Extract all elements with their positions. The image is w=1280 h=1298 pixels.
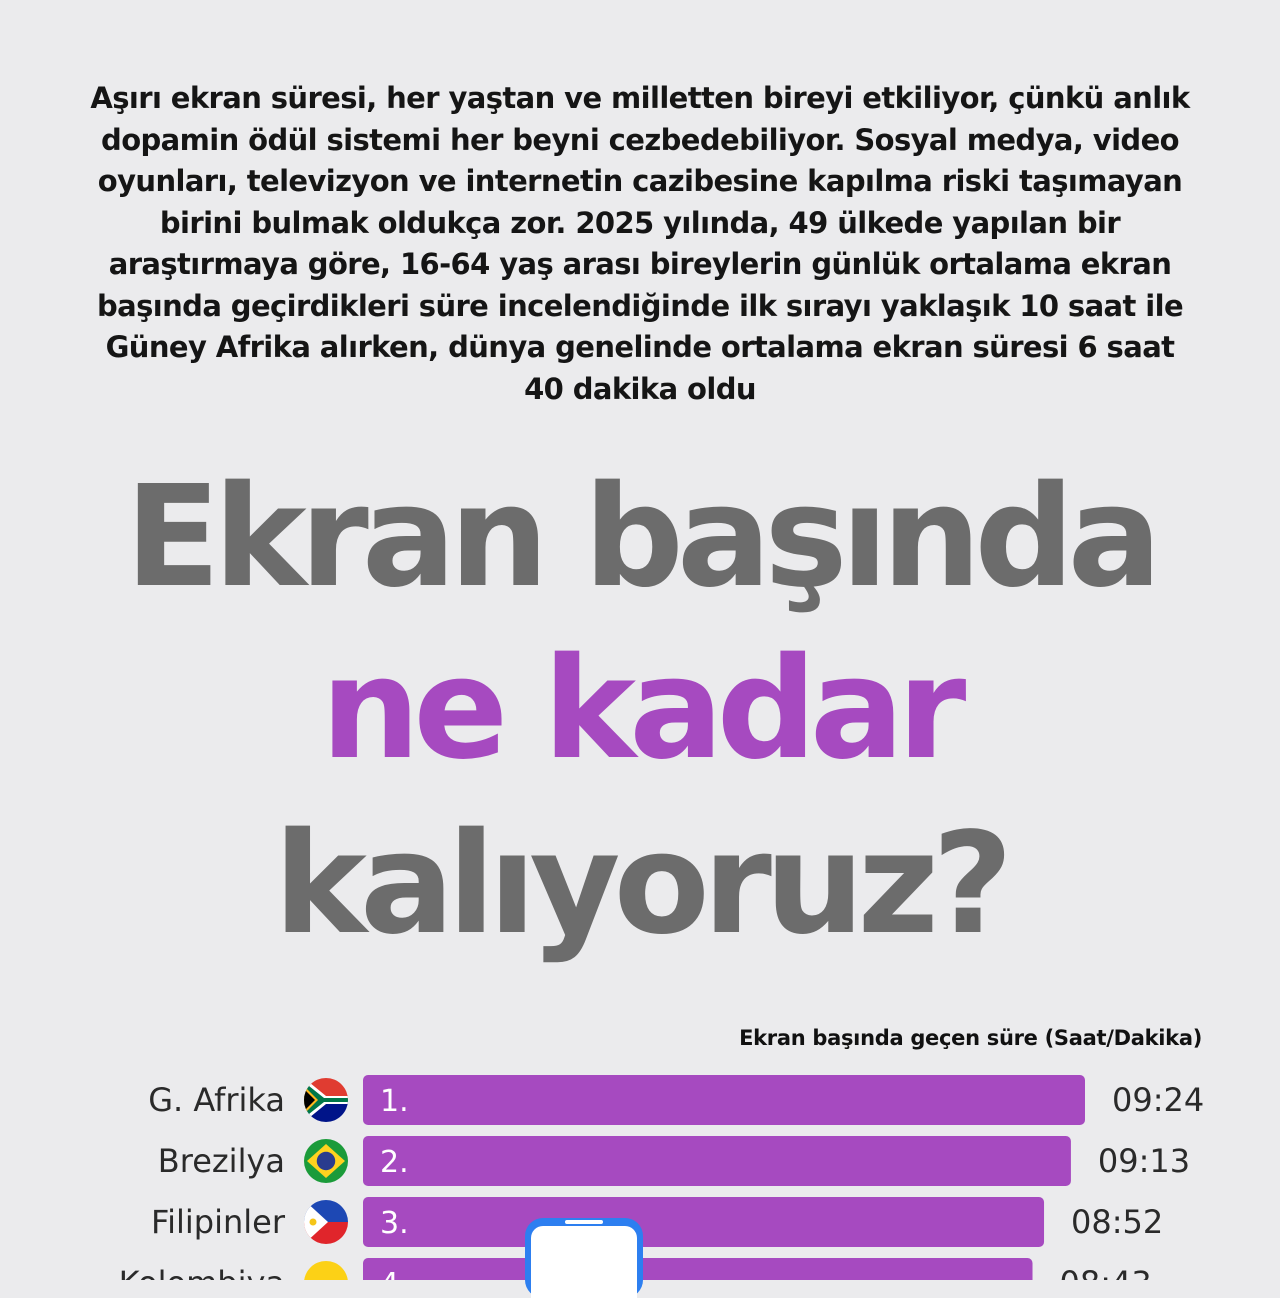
phone-notch (565, 1220, 603, 1224)
bar (363, 1075, 1085, 1125)
south-africa-flag-icon (304, 1078, 348, 1122)
value-label: 08:43 (1060, 1264, 1152, 1280)
rank-label: 4. (380, 1267, 409, 1280)
chart-subtitle: Ekran başında geçen süre (Saat/Dakika) (739, 1026, 1202, 1050)
rank-label: 2. (380, 1145, 409, 1180)
bar (363, 1136, 1071, 1186)
country-label: Kolombiya (119, 1264, 285, 1280)
rank-label: 1. (380, 1084, 409, 1119)
value-label: 09:13 (1098, 1142, 1190, 1180)
value-label: 08:52 (1071, 1203, 1163, 1241)
brazil-flag-icon (304, 1139, 348, 1183)
philippines-flag-icon (304, 1200, 348, 1244)
country-label: G. Afrika (148, 1081, 285, 1119)
phone-screen (531, 1226, 637, 1298)
intro-paragraph: Aşırı ekran süresi, her yaştan ve millet… (90, 81, 1190, 406)
rank-label: 3. (380, 1206, 409, 1241)
phone-illustration (525, 1218, 643, 1298)
value-label: 09:24 (1112, 1081, 1204, 1119)
bar (363, 1197, 1045, 1247)
headline-line-1: Ekran başında (124, 456, 1162, 619)
bar (363, 1258, 1033, 1280)
headline-line-2: ne kadar (320, 628, 967, 791)
headline-line-3: kalıyoruz? (273, 803, 1013, 966)
country-label: Brezilya (158, 1142, 285, 1180)
country-label: Filipinler (151, 1203, 286, 1241)
colombia-flag-icon (304, 1261, 348, 1280)
